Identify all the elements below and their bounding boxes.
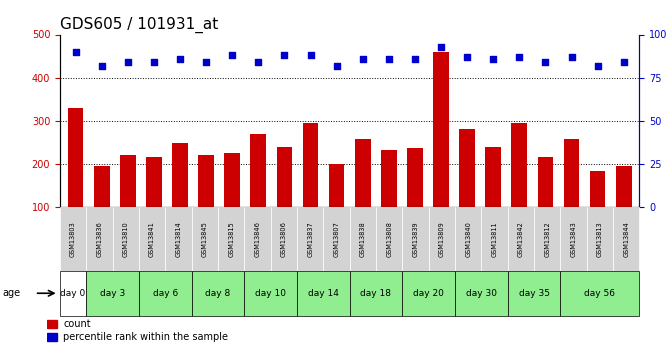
- Point: [71, 49, 81, 55]
- Point: [436, 44, 446, 49]
- Bar: [198, 155, 214, 250]
- Text: day 0: day 0: [61, 289, 86, 298]
- Point: [384, 56, 394, 61]
- Bar: [590, 171, 605, 250]
- Bar: [433, 52, 449, 250]
- Point: [200, 59, 211, 65]
- Text: GSM13844: GSM13844: [623, 221, 629, 257]
- Point: [514, 54, 525, 60]
- Bar: [276, 148, 292, 250]
- Text: age: age: [3, 288, 21, 298]
- Text: day 20: day 20: [413, 289, 444, 298]
- Point: [123, 59, 133, 65]
- Text: GSM13811: GSM13811: [492, 221, 498, 257]
- Text: day 8: day 8: [205, 289, 230, 298]
- Text: GSM13836: GSM13836: [97, 221, 103, 257]
- Text: GSM13813: GSM13813: [597, 221, 603, 257]
- Point: [592, 63, 603, 68]
- Bar: [302, 123, 318, 250]
- Bar: [563, 139, 579, 250]
- Point: [174, 56, 185, 61]
- Bar: [250, 134, 266, 250]
- Bar: [616, 166, 631, 250]
- Point: [540, 59, 551, 65]
- Text: GSM13814: GSM13814: [175, 221, 181, 257]
- Point: [566, 54, 577, 60]
- Text: day 30: day 30: [466, 289, 497, 298]
- Bar: [511, 123, 527, 250]
- Text: day 14: day 14: [308, 289, 339, 298]
- Point: [279, 52, 290, 58]
- Bar: [94, 166, 109, 250]
- Text: GSM13812: GSM13812: [544, 221, 550, 257]
- Bar: [460, 129, 475, 250]
- Text: GSM13842: GSM13842: [518, 221, 524, 257]
- Bar: [381, 150, 397, 250]
- Point: [253, 59, 264, 65]
- Text: GSM13837: GSM13837: [307, 221, 313, 257]
- Bar: [486, 147, 501, 250]
- Bar: [47, 320, 57, 328]
- Text: percentile rank within the sample: percentile rank within the sample: [63, 332, 228, 342]
- Bar: [68, 108, 83, 250]
- Point: [97, 63, 107, 68]
- Point: [149, 59, 159, 65]
- Point: [331, 63, 342, 68]
- Text: GSM13808: GSM13808: [386, 221, 392, 257]
- Bar: [172, 143, 188, 250]
- Point: [462, 54, 472, 60]
- Text: GSM13846: GSM13846: [254, 221, 260, 257]
- Text: GSM13843: GSM13843: [571, 221, 577, 257]
- Text: GSM13809: GSM13809: [439, 221, 445, 257]
- Point: [358, 56, 368, 61]
- Bar: [47, 333, 57, 341]
- Text: GDS605 / 101931_at: GDS605 / 101931_at: [60, 17, 218, 33]
- Text: GSM13810: GSM13810: [123, 221, 129, 257]
- Text: day 6: day 6: [153, 289, 178, 298]
- Text: day 3: day 3: [100, 289, 125, 298]
- Bar: [329, 164, 344, 250]
- Text: count: count: [63, 319, 91, 329]
- Text: GSM13806: GSM13806: [281, 221, 287, 257]
- Point: [618, 59, 629, 65]
- Text: day 35: day 35: [519, 289, 549, 298]
- Point: [305, 52, 316, 58]
- Text: GSM13807: GSM13807: [334, 221, 340, 257]
- Bar: [407, 148, 423, 250]
- Bar: [537, 157, 553, 250]
- Text: day 10: day 10: [255, 289, 286, 298]
- Text: GSM13841: GSM13841: [149, 221, 155, 257]
- Point: [410, 56, 420, 61]
- Bar: [146, 157, 162, 250]
- Text: GSM13840: GSM13840: [465, 221, 471, 257]
- Text: GSM13803: GSM13803: [70, 221, 76, 257]
- Point: [488, 56, 499, 61]
- Text: GSM13845: GSM13845: [202, 221, 208, 257]
- Text: GSM13839: GSM13839: [412, 221, 418, 257]
- Text: GSM13838: GSM13838: [360, 221, 366, 257]
- Text: day 18: day 18: [360, 289, 392, 298]
- Point: [227, 52, 238, 58]
- Bar: [355, 139, 370, 250]
- Bar: [120, 155, 136, 250]
- Bar: [224, 153, 240, 250]
- Text: GSM13815: GSM13815: [228, 221, 234, 257]
- Text: day 56: day 56: [584, 289, 615, 298]
